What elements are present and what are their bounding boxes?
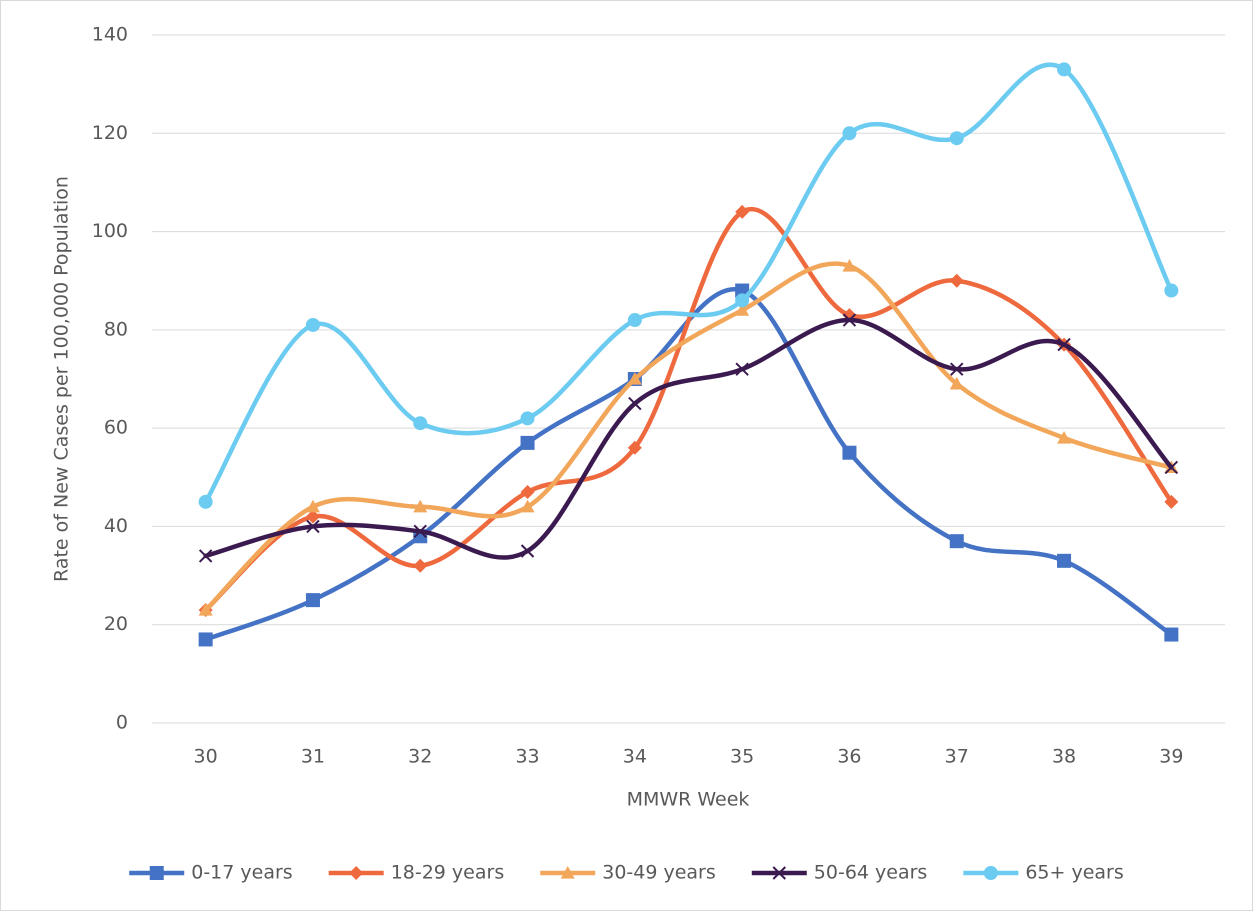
x-tick-label: 38 [1052,746,1076,768]
legend-label: 0-17 years [191,862,292,884]
marker [413,499,428,513]
series-line [203,317,1174,560]
series-line [203,206,1174,613]
x-tick-label: 31 [301,746,325,768]
marker [735,362,749,376]
y-tick-label: 100 [92,220,128,242]
marker [198,494,213,509]
marker [560,866,575,879]
marker [198,549,213,563]
x-tick-label: 36 [837,746,861,768]
marker [842,445,857,460]
marker [842,126,857,141]
marker [413,416,428,431]
y-tick-label: 40 [104,515,128,537]
marker [520,499,535,513]
marker [627,372,642,385]
marker [349,866,364,880]
marker [305,593,320,608]
marker [413,524,427,539]
marker [949,273,964,288]
marker [1057,62,1072,77]
marker [949,131,964,146]
x-tick-label: 30 [194,746,218,768]
marker [413,558,428,573]
y-tick-label: 120 [92,122,128,144]
marker [949,376,964,390]
legend-label: 65+ years [1025,862,1123,884]
marker [735,293,750,308]
marker [198,602,213,616]
x-tick-label: 35 [730,746,754,768]
legend-label: 30-49 years [602,862,716,884]
marker [305,499,320,513]
marker [949,534,964,549]
marker [950,362,964,376]
series-line [203,62,1174,505]
marker [198,632,213,647]
marker [1164,283,1179,298]
marker [842,313,857,327]
marker [983,866,998,880]
marker [735,204,750,219]
legend-label: 18-29 years [391,862,505,884]
marker [842,258,857,272]
series-line [203,286,1174,642]
y-tick-label: 140 [92,24,128,46]
x-tick-label: 37 [945,746,969,768]
x-axis-label: MMWR Week [627,789,750,811]
y-tick-label: 60 [104,417,128,439]
y-tick-label: 20 [104,613,128,635]
marker [1164,627,1179,642]
marker [520,435,535,450]
marker [1057,553,1072,568]
marker [305,317,320,332]
x-tick-label: 32 [408,746,432,768]
marker [520,485,535,500]
marker [772,866,786,880]
legend: 0-17 years 18-29 years 30-49 years 50-64 ye… [129,862,1124,884]
marker [520,544,535,558]
x-tick-label: 39 [1159,746,1183,768]
marker [628,396,642,411]
marker [735,303,750,316]
marker [627,313,642,328]
marker [149,866,164,880]
marker [1057,430,1072,444]
series-line [203,261,1174,613]
marker [520,411,535,426]
legend-label: 50-64 years [814,862,928,884]
y-tick-label: 0 [116,712,128,734]
marker [627,440,642,455]
marker [306,519,320,534]
marker [1164,460,1179,475]
y-axis-label: Rate of New Cases per 100,000 Population [51,176,73,582]
x-tick-label: 33 [515,746,539,768]
y-tick-label: 80 [104,318,128,340]
x-tick-label: 34 [623,746,647,768]
marker [1164,494,1179,509]
marker [1057,337,1071,352]
marker [305,509,320,524]
